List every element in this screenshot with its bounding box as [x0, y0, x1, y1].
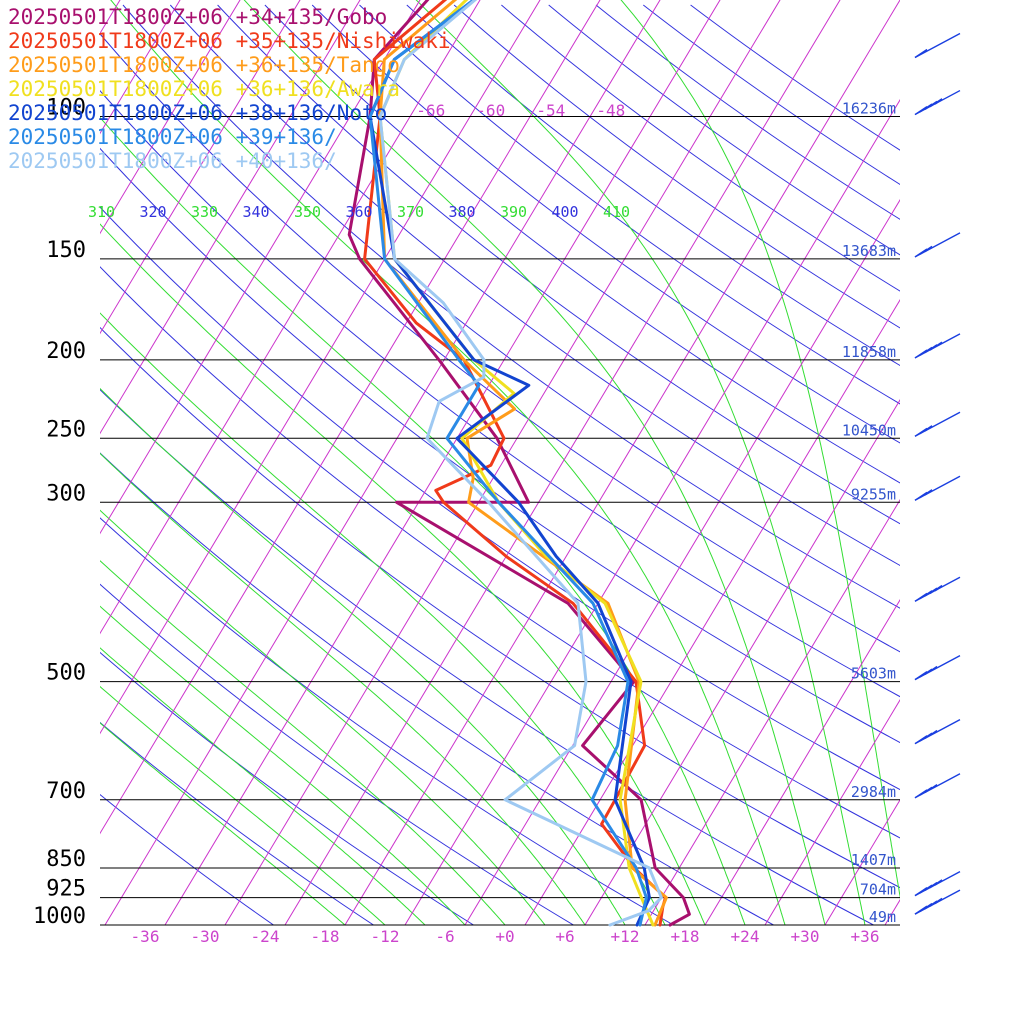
height-label: 11858m: [842, 343, 896, 361]
wind-barb: [915, 233, 960, 257]
isotherm-line: [945, 0, 1024, 925]
legend-entry: 20250501T1800Z+06 +39+136/: [8, 125, 337, 149]
temperature-tick-label: -36: [131, 927, 160, 946]
temperature-tick-label: -6: [435, 927, 454, 946]
legend-entry: 20250501T1800Z+06 +36+135/Tango: [8, 53, 400, 77]
temperature-tick-label: +18: [671, 927, 700, 946]
height-label: 2984m: [851, 783, 896, 801]
theta-label: 340: [243, 203, 270, 221]
height-label: 13683m: [842, 242, 896, 260]
pressure-label: 250: [46, 417, 86, 442]
wind-barb: [915, 890, 960, 914]
skew-t-chart: 100 16236m 150 13683m 200 11858m 250 10450m 300 9…: [0, 0, 1024, 1024]
dry-adiabat-line: [643, 5, 1024, 925]
isobars: [100, 117, 900, 925]
theta-label: 380: [449, 203, 476, 221]
theta-label: 370: [397, 203, 424, 221]
theta-label: 350: [294, 203, 321, 221]
legend-entry: 20250501T1800Z+06 +35+135/Nishiwaki: [8, 29, 451, 53]
temperature-tick-label: +12: [611, 927, 640, 946]
wind-barb: [915, 656, 960, 680]
temperature-tick-label: +30: [791, 927, 820, 946]
wind-barbs: [915, 0, 960, 914]
theta-label: 310: [88, 203, 115, 221]
isotherm-line: [465, 0, 1024, 925]
wind-barb: [915, 774, 960, 798]
wind-barb: [915, 872, 960, 896]
temperature-tick-label: -18: [311, 927, 340, 946]
series-line: [349, 0, 689, 925]
height-label: 1407m: [851, 851, 896, 869]
sounding-series: [349, 0, 689, 925]
skew-t-diagram: 100 16236m150 13683m200 11858m250 10450m300 9…: [0, 0, 1024, 1024]
height-label: 704m: [860, 881, 896, 899]
theta-label: 330: [191, 203, 218, 221]
isotherm-line: [1005, 0, 1024, 925]
temperature-tick-label: +36: [851, 927, 880, 946]
wind-barb: [915, 34, 960, 58]
height-label: 5603m: [851, 665, 896, 683]
pressure-label: 925: [46, 877, 86, 902]
dry-adiabat-line: [454, 5, 1024, 925]
legend-entry: 20250501T1800Z+06 +40+136/: [8, 149, 337, 173]
dry-adiabat-line: [360, 5, 1024, 925]
pressure-label: 500: [46, 661, 86, 686]
wind-barb: [915, 412, 960, 436]
legend-entry: 20250501T1800Z+06 +38+136/Noto: [8, 101, 387, 125]
pressure-label: 700: [46, 779, 86, 804]
legend-entry: 20250501T1800Z+06 +36+136/Awara: [8, 77, 400, 101]
temperature-tick-label: -24: [251, 927, 280, 946]
temperature-tick-label: -12: [371, 927, 400, 946]
temperature-tick-label: +24: [731, 927, 760, 946]
isotherm-line: [645, 0, 1024, 925]
height-label: 49m: [869, 908, 896, 926]
theta-label: 320: [140, 203, 167, 221]
upper-temperature-label: -60: [476, 101, 505, 120]
height-label: 16236m: [842, 100, 896, 118]
isotherm-line: [885, 0, 1024, 925]
height-label: 10450m: [842, 421, 896, 439]
legend-entry: 20250501T1800Z+06 +34+135/Gobo: [8, 5, 387, 29]
wind-barb: [915, 720, 960, 744]
theta-label: 390: [500, 203, 527, 221]
pressure-label: 200: [46, 339, 86, 364]
dry-adiabat-line: [549, 5, 1024, 925]
upper-temperature-label: -66: [416, 101, 445, 120]
pressure-label: 1000: [33, 904, 86, 929]
temperature-tick-label: +6: [555, 927, 574, 946]
height-label: 9255m: [851, 485, 896, 503]
wind-barb: [915, 577, 960, 601]
isotherm-line: [0, 0, 3, 925]
pressure-label: 300: [46, 481, 86, 506]
upper-temperature-label: -48: [596, 101, 625, 120]
temperature-tick-label: -30: [191, 927, 220, 946]
dry-adiabat-line: [265, 5, 1024, 925]
theta-label: 360: [346, 203, 373, 221]
wind-barb: [915, 334, 960, 358]
dry-adiabat-line: [501, 5, 1024, 925]
series-line: [365, 0, 666, 925]
wind-barb: [915, 91, 960, 115]
theta-label: 400: [552, 203, 579, 221]
pressure-label: 150: [46, 238, 86, 263]
temperature-tick-label: +0: [495, 927, 514, 946]
pressure-label: 850: [46, 847, 86, 872]
upper-temperature-label: -54: [536, 101, 565, 120]
theta-label: 410: [603, 203, 630, 221]
dry-adiabat-line: [596, 5, 1024, 925]
wind-barb: [915, 476, 960, 500]
